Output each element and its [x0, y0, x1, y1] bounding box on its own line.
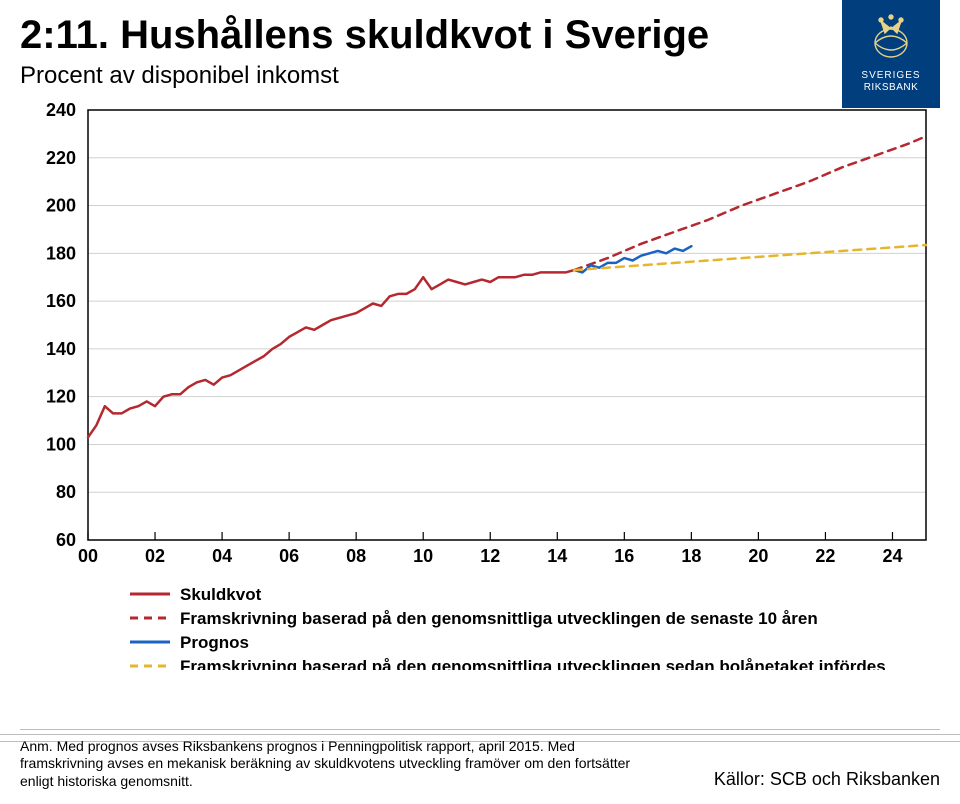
svg-text:00: 00 — [78, 546, 98, 566]
svg-text:20: 20 — [748, 546, 768, 566]
svg-text:240: 240 — [46, 100, 76, 120]
line-chart-svg: 60 80 100 120 140 160 180 200 220 240 00 02 04 06 08 10… — [26, 100, 938, 670]
footer-note: Anm. Med prognos avses Riksbankens progn… — [20, 738, 660, 791]
svg-text:180: 180 — [46, 243, 76, 263]
svg-text:80: 80 — [56, 482, 76, 502]
svg-text:220: 220 — [46, 148, 76, 168]
svg-text:06: 06 — [279, 546, 299, 566]
footer: Anm. Med prognos avses Riksbankens progn… — [20, 729, 940, 791]
svg-text:18: 18 — [681, 546, 701, 566]
svg-text:22: 22 — [815, 546, 835, 566]
riksbank-logo: SVERIGES RIKSBANK — [842, 0, 940, 108]
svg-text:08: 08 — [346, 546, 366, 566]
page-title: 2:11. Hushållens skuldkvot i Sverige — [20, 14, 780, 56]
svg-text:Framskrivning baserad på den g: Framskrivning baserad på den genomsnittl… — [180, 609, 818, 628]
page: SVERIGES RIKSBANK 2:11. Hushållens skuld… — [0, 0, 960, 804]
chart: 60 80 100 120 140 160 180 200 220 240 00 02 04 06 08 10… — [26, 100, 938, 670]
svg-text:140: 140 — [46, 339, 76, 359]
svg-text:200: 200 — [46, 196, 76, 216]
logo-text-1: SVERIGES — [861, 71, 920, 81]
svg-text:02: 02 — [145, 546, 165, 566]
svg-text:100: 100 — [46, 434, 76, 454]
footer-source: Källor: SCB och Riksbanken — [714, 769, 940, 790]
svg-text:10: 10 — [413, 546, 433, 566]
svg-text:160: 160 — [46, 291, 76, 311]
svg-text:60: 60 — [56, 530, 76, 550]
svg-text:12: 12 — [480, 546, 500, 566]
svg-text:Prognos: Prognos — [180, 633, 249, 652]
svg-text:24: 24 — [882, 546, 902, 566]
svg-text:120: 120 — [46, 387, 76, 407]
svg-text:16: 16 — [614, 546, 634, 566]
svg-text:04: 04 — [212, 546, 232, 566]
page-subtitle: Procent av disponibel inkomst — [20, 62, 339, 90]
svg-text:Skuldkvot: Skuldkvot — [180, 585, 262, 604]
svg-text:14: 14 — [547, 546, 567, 566]
logo-text-2: RIKSBANK — [864, 81, 919, 95]
svg-text:Framskrivning baserad på den g: Framskrivning baserad på den genomsnittl… — [180, 657, 886, 670]
crown-emblem-icon — [867, 13, 915, 65]
